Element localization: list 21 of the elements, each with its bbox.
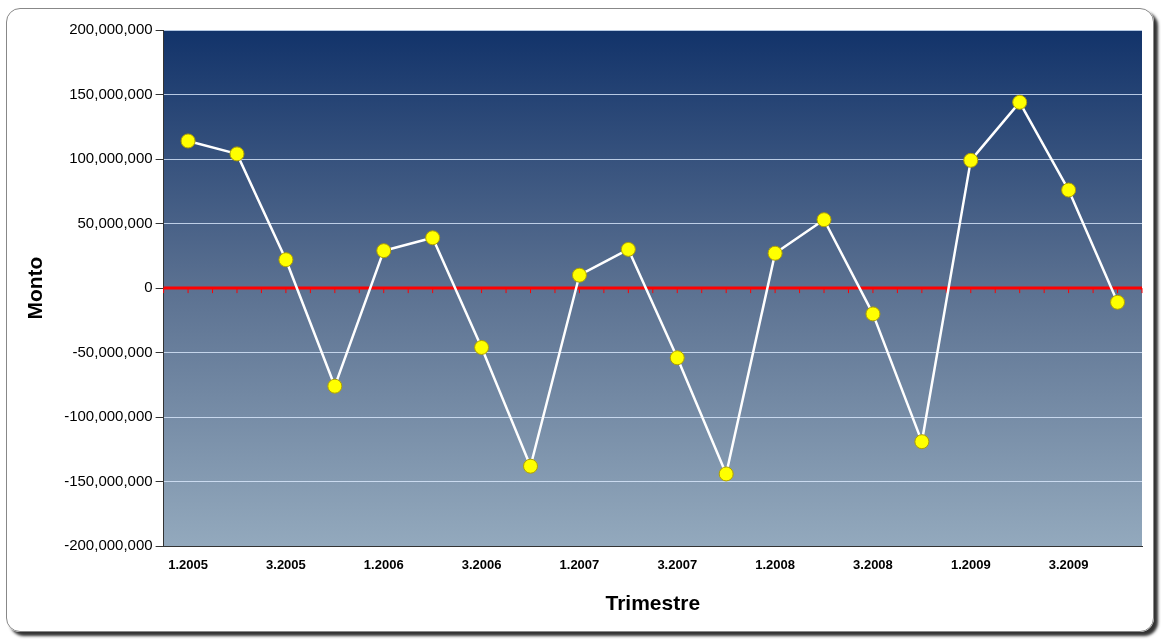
x-tick-label: 1.2009 [950, 556, 991, 572]
y-tick-label: -50,000,000 [72, 342, 153, 360]
x-tick-label: 1.2007 [559, 556, 600, 572]
y-tick-label: 100,000,000 [69, 149, 153, 167]
x-tick-label: 3.2009 [1048, 556, 1089, 572]
y-tick-label: -150,000,000 [64, 471, 153, 489]
x-tick-label: 1.2005 [168, 556, 208, 572]
x-tick-label: 3.2005 [266, 556, 306, 572]
y-axis-title: Monto [23, 256, 47, 320]
x-axis-title: Trimestre [605, 591, 701, 615]
x-tick-label: 1.2006 [363, 556, 404, 572]
x-tick-label: 3.2007 [657, 556, 698, 572]
y-tick-label: 50,000,000 [77, 213, 153, 231]
x-tick-label: 3.2008 [853, 556, 893, 572]
y-tick-label: 200,000,000 [69, 20, 153, 38]
x-tick-label: 1.2008 [755, 556, 795, 572]
y-tick-label: 0 [144, 278, 153, 296]
y-tick-label: -100,000,000 [64, 407, 153, 425]
y-tick-label: 150,000,000 [69, 84, 153, 102]
x-tick-label: 3.2006 [461, 556, 502, 572]
y-tick-label: -200,000,000 [64, 536, 153, 554]
